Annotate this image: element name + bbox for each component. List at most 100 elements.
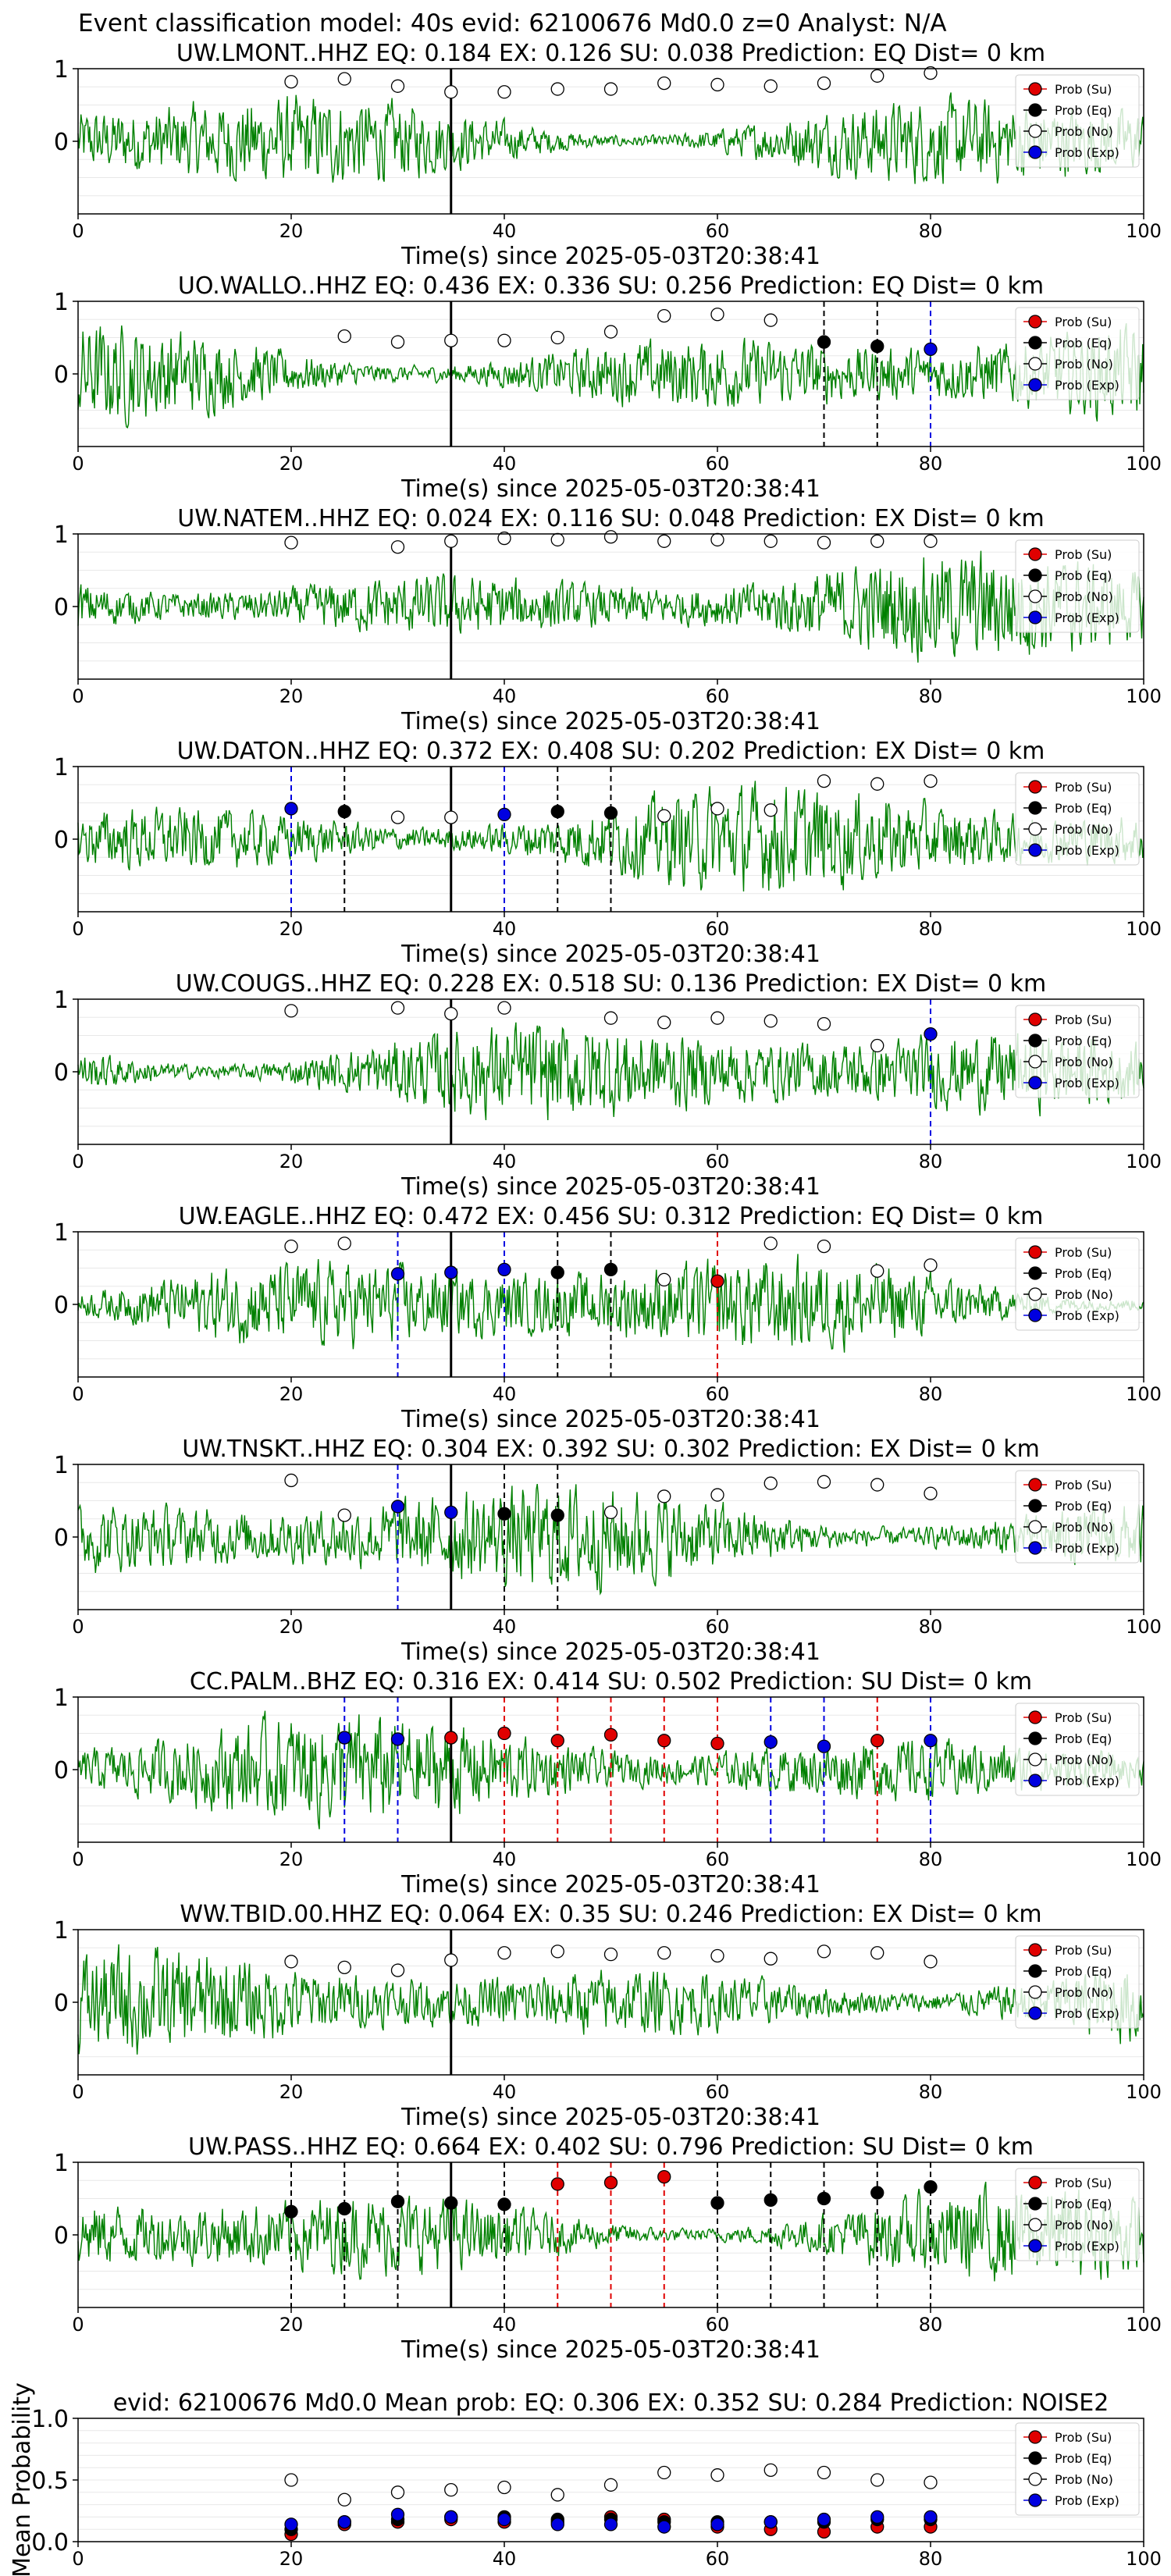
legend: Prob (Su) Prob (Eq) Prob (No) Prob (Exp) bbox=[1015, 2168, 1140, 2261]
prob-point-no bbox=[337, 1508, 351, 1522]
x-axis-label: Time(s) since 2025-05-03T20:38:41 bbox=[400, 1173, 820, 1201]
legend-label: Prob (Exp) bbox=[1055, 2239, 1119, 2254]
legend-marker-no bbox=[1028, 1985, 1042, 1999]
panel-5: UW.COUGS..HHZ EQ: 0.228 EX: 0.518 SU: 0.… bbox=[54, 970, 1162, 1201]
x-tick-label: 60 bbox=[706, 2548, 730, 2570]
prob-point-exp bbox=[710, 2517, 724, 2532]
x-tick-label: 80 bbox=[919, 220, 943, 242]
panel-title: UW.LMONT..HHZ EQ: 0.184 EX: 0.126 SU: 0.… bbox=[176, 40, 1045, 67]
legend-box bbox=[1015, 1935, 1140, 2029]
prob-point-eq bbox=[337, 2201, 351, 2216]
x-tick-label: 100 bbox=[1126, 1151, 1162, 1172]
legend-marker-eq bbox=[1028, 1499, 1042, 1513]
legend-marker-eq bbox=[1028, 568, 1042, 582]
x-tick-label: 0 bbox=[72, 1151, 84, 1172]
legend-marker-su bbox=[1028, 2430, 1042, 2444]
x-tick-label: 0 bbox=[72, 2081, 84, 2103]
legend-marker-su bbox=[1028, 1710, 1042, 1724]
prob-point-no bbox=[444, 1006, 458, 1021]
prob-point-no bbox=[550, 330, 564, 345]
legend-label: Prob (Eq) bbox=[1055, 2451, 1112, 2466]
x-tick-label: 80 bbox=[919, 1151, 943, 1172]
prob-point-exp bbox=[284, 2517, 298, 2532]
x-tick-label: 60 bbox=[706, 1383, 730, 1405]
prob-point-no bbox=[710, 308, 724, 322]
prob-point-exp bbox=[390, 1267, 405, 1281]
x-axis-label: Time(s) since 2025-05-03T20:38:41 bbox=[400, 1871, 820, 1898]
x-tick-label: 40 bbox=[493, 2548, 517, 2570]
legend-label: Prob (Su) bbox=[1055, 1012, 1112, 1027]
prob-point-no bbox=[870, 1478, 884, 1492]
x-tick-label: 100 bbox=[1126, 1383, 1162, 1405]
legend-label: Prob (Exp) bbox=[1055, 145, 1119, 160]
y-tick-label: 0 bbox=[54, 1292, 69, 1319]
prob-point-eq bbox=[603, 806, 618, 820]
prob-point-no bbox=[390, 1001, 405, 1015]
y-tick-label: 1.0 bbox=[31, 2406, 69, 2433]
y-tick-label: 1 bbox=[54, 56, 69, 84]
panels: UW.LMONT..HHZ EQ: 0.184 EX: 0.126 SU: 0.… bbox=[9, 40, 1162, 2576]
x-tick-label: 20 bbox=[279, 1848, 304, 1870]
prob-point-no bbox=[550, 2488, 564, 2502]
legend-marker-exp bbox=[1028, 843, 1042, 857]
panel-title: UO.WALLO..HHZ EQ: 0.436 EX: 0.336 SU: 0.… bbox=[178, 272, 1044, 300]
prob-point-no bbox=[710, 1488, 724, 1502]
prob-point-no bbox=[763, 1236, 778, 1251]
legend-label: Prob (Eq) bbox=[1055, 568, 1112, 583]
waveform-trace bbox=[77, 1944, 1144, 2055]
prob-point-no bbox=[924, 2475, 938, 2489]
panel-6: UW.EAGLE..HHZ EQ: 0.472 EX: 0.456 SU: 0.… bbox=[54, 1203, 1162, 1433]
prob-point-no bbox=[603, 530, 618, 544]
legend-label: Prob (Exp) bbox=[1055, 378, 1119, 393]
prob-point-no bbox=[550, 1944, 564, 1959]
prob-point-eq bbox=[763, 2193, 778, 2208]
prob-point-no bbox=[817, 1239, 831, 1254]
prob-point-no bbox=[390, 2485, 405, 2500]
panel-9: WW.TBID.00.HHZ EQ: 0.064 EX: 0.35 SU: 0.… bbox=[54, 1901, 1162, 2131]
prob-point-no bbox=[870, 534, 884, 548]
x-tick-label: 80 bbox=[919, 453, 943, 475]
legend-marker-no bbox=[1028, 2218, 1042, 2232]
panel-title: UW.COUGS..HHZ EQ: 0.228 EX: 0.518 SU: 0.… bbox=[176, 970, 1047, 998]
x-tick-label: 40 bbox=[493, 685, 517, 707]
prob-point-no bbox=[710, 802, 724, 816]
y-tick-label: 0 bbox=[54, 1525, 69, 1552]
y-tick-label: 1 bbox=[54, 2150, 69, 2177]
panel-2: UO.WALLO..HHZ EQ: 0.436 EX: 0.336 SU: 0.… bbox=[54, 272, 1162, 503]
legend-box bbox=[1015, 74, 1140, 168]
x-tick-label: 100 bbox=[1126, 685, 1162, 707]
prob-point-no bbox=[817, 1475, 831, 1489]
prob-point-no bbox=[657, 534, 671, 548]
x-tick-label: 100 bbox=[1126, 1848, 1162, 1870]
prob-point-eq bbox=[444, 2196, 458, 2210]
prob-point-exp bbox=[763, 1735, 778, 1749]
legend-label: Prob (Su) bbox=[1055, 1245, 1112, 1260]
y-tick-label: 0 bbox=[54, 361, 69, 389]
legend-box bbox=[1015, 772, 1140, 866]
prob-point-no bbox=[657, 1272, 671, 1287]
legend-marker-no bbox=[1028, 589, 1042, 603]
prob-point-no bbox=[817, 774, 831, 788]
legend: Prob (Su) Prob (Eq) Prob (No) Prob (Exp) bbox=[1015, 307, 1140, 400]
x-axis-label: Time(s) since 2025-05-03T20:38:41 bbox=[400, 1638, 820, 1666]
legend: Prob (Su) Prob (Eq) Prob (No) Prob (Exp) bbox=[1015, 772, 1140, 866]
y-tick-label: 1 bbox=[54, 1219, 69, 1247]
x-axis-label: Time(s) since 2025-05-03T20:38:41 bbox=[400, 475, 820, 503]
prob-point-no bbox=[337, 1960, 351, 1975]
legend-marker-eq bbox=[1028, 1034, 1042, 1048]
prob-point-no bbox=[497, 1001, 511, 1015]
x-tick-label: 60 bbox=[706, 1616, 730, 1638]
prob-point-no bbox=[817, 1016, 831, 1031]
legend-box bbox=[1015, 2422, 1140, 2516]
prob-point-eq bbox=[497, 2197, 511, 2211]
prob-point-no bbox=[497, 1946, 511, 1960]
prob-point-no bbox=[390, 540, 405, 554]
prob-point-eq bbox=[550, 1265, 564, 1279]
legend-marker-exp bbox=[1028, 2006, 1042, 2020]
prob-point-no bbox=[657, 2465, 671, 2480]
x-tick-label: 80 bbox=[919, 2548, 943, 2570]
y-tick-label: 0.0 bbox=[31, 2529, 69, 2556]
legend-marker-eq bbox=[1028, 103, 1042, 117]
x-tick-label: 60 bbox=[706, 918, 730, 940]
x-tick-label: 40 bbox=[493, 1383, 517, 1405]
